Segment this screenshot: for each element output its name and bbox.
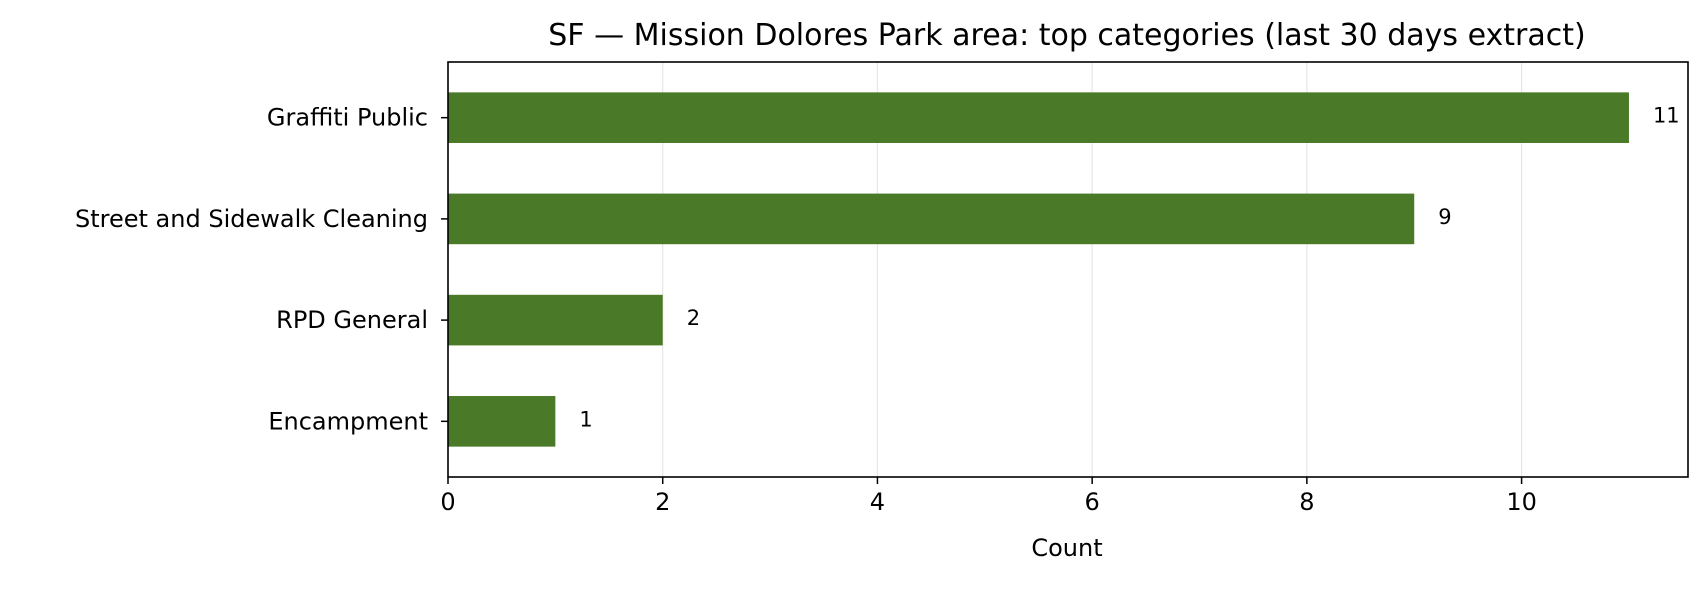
data-label: 9 [1438, 205, 1451, 229]
bar [448, 396, 556, 447]
x-axis-label: Count [1031, 534, 1102, 562]
y-tick-label: Street and Sidewalk Cleaning [75, 205, 428, 233]
x-tick-label: 2 [655, 488, 670, 516]
chart-title: SF — Mission Dolores Park area: top cate… [548, 18, 1585, 53]
y-tick-label: Encampment [268, 407, 428, 435]
plot-frame [447, 61, 1689, 478]
x-tick-label: 8 [1299, 488, 1314, 516]
x-tick-label: 6 [1085, 488, 1100, 516]
bar [448, 193, 1415, 245]
x-tick-label: 4 [870, 488, 885, 516]
x-tick-label: 10 [1506, 488, 1537, 516]
bars [448, 92, 1629, 447]
data-label: 1 [579, 407, 592, 431]
data-labels: 11 9 2 1 [579, 104, 1679, 432]
y-tick-label: Graffiti Public [267, 104, 428, 132]
bar [448, 294, 663, 346]
axes: Graffiti Public Street and Sidewalk Clean… [75, 61, 1689, 516]
x-tick-label: 0 [440, 488, 455, 516]
y-tick-label: RPD General [276, 306, 428, 334]
data-label: 11 [1653, 104, 1680, 128]
bar [448, 92, 1629, 143]
data-label: 2 [687, 306, 700, 330]
